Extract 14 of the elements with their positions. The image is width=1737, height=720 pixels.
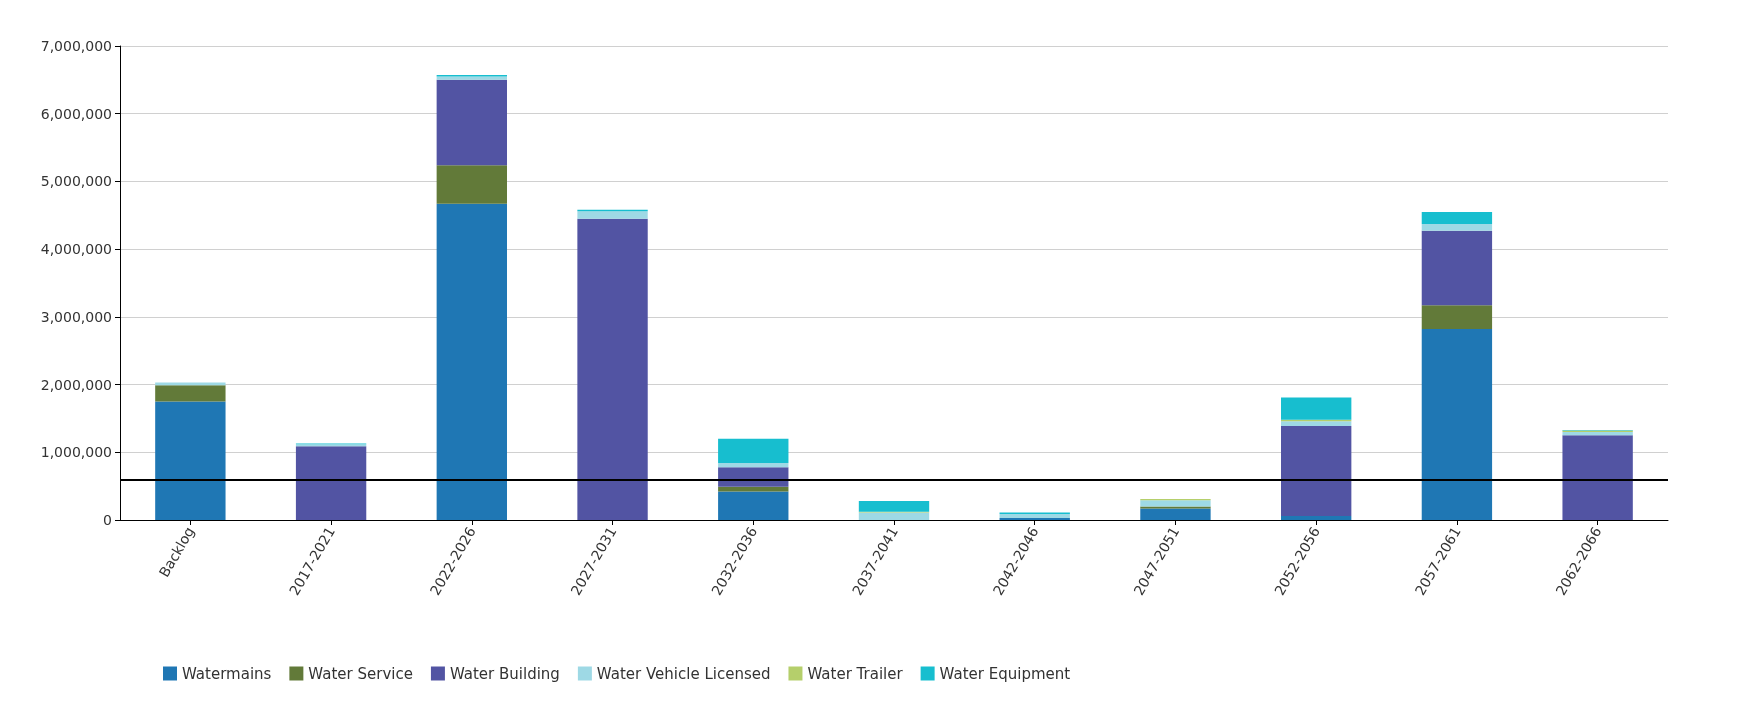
legend-label: Water Equipment: [939, 664, 1071, 683]
legend-label: Water Service: [308, 664, 413, 683]
legend-label: Water Vehicle Licensed: [596, 664, 771, 683]
y-tick-label: 0: [103, 512, 112, 528]
legend-label: Water Trailer: [807, 664, 904, 683]
legend-label: Water Building: [449, 664, 560, 683]
y-tick-label: 3,000,000: [40, 308, 112, 325]
y-tick-label: 1,000,000: [40, 444, 112, 461]
y-tick-label: 7,000,000: [40, 38, 112, 54]
y-tick-label: 4,000,000: [40, 241, 112, 258]
y-tick-label: 2,000,000: [40, 376, 112, 393]
y-tick-label: 5,000,000: [40, 173, 112, 190]
y-tick-label: 6,000,000: [40, 105, 112, 122]
legend-label: Watermains: [182, 664, 272, 683]
